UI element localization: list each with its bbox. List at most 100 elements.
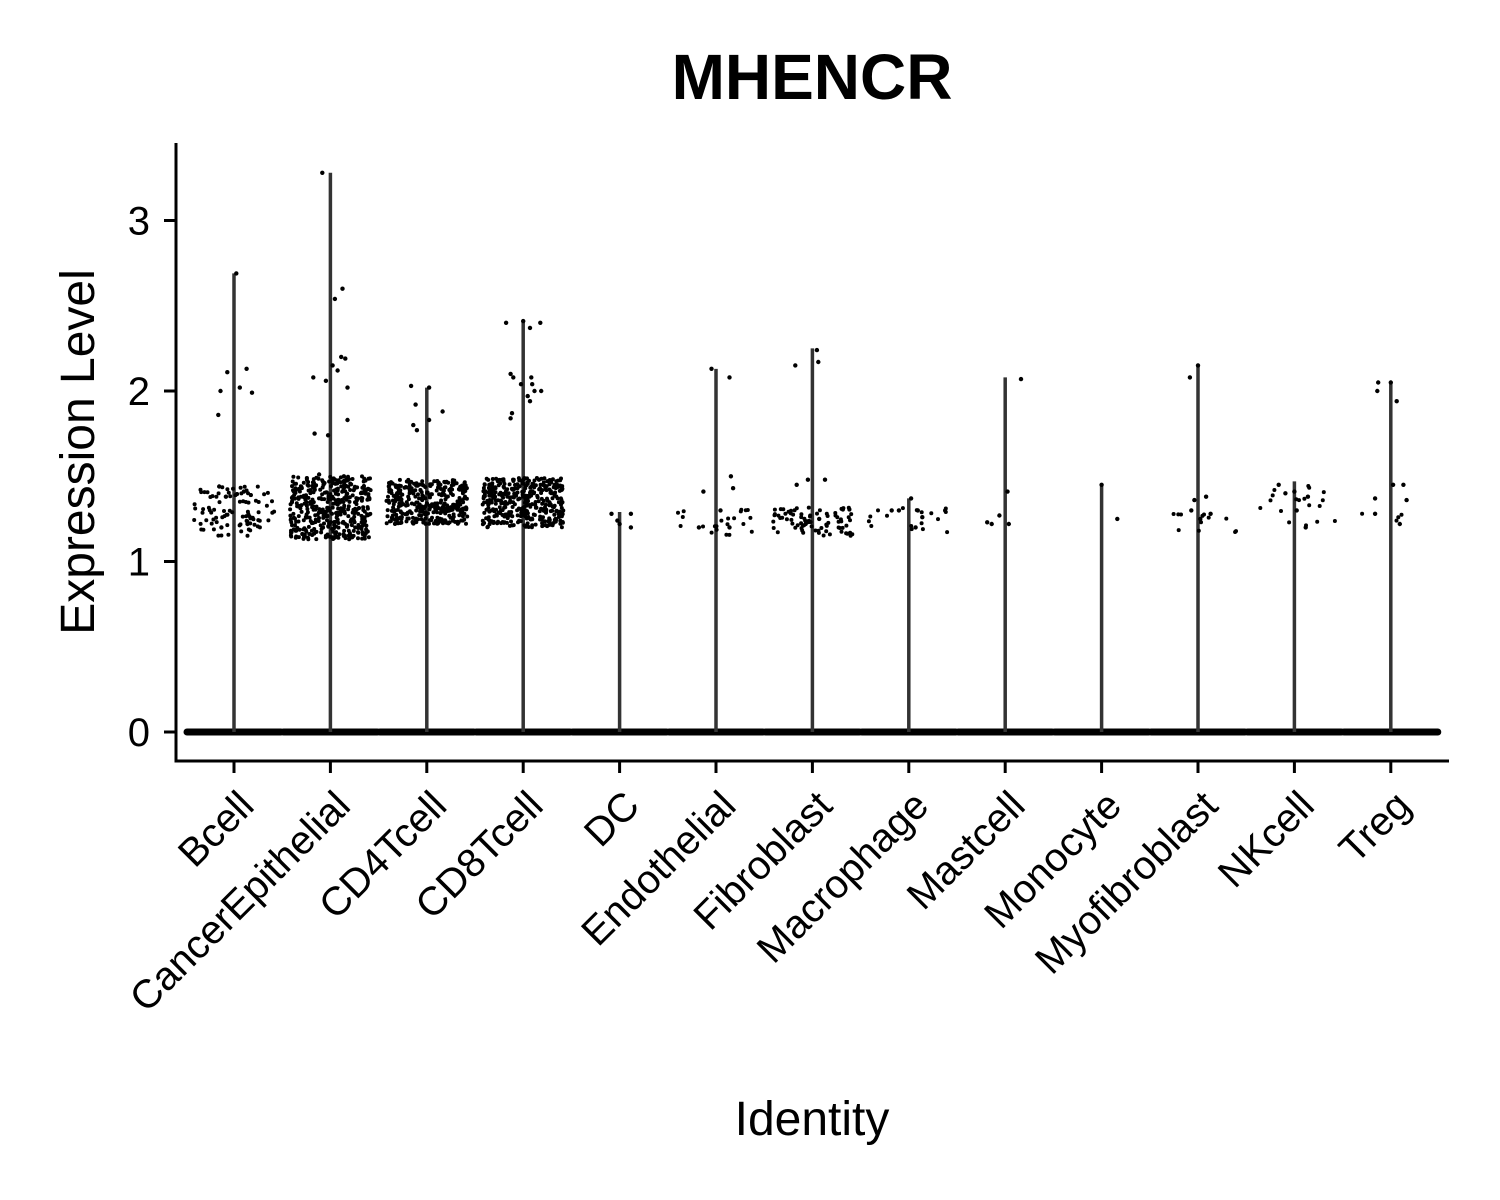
data-point (310, 484, 315, 488)
data-point (541, 498, 546, 503)
data-point (443, 497, 448, 502)
data-point (356, 530, 360, 535)
data-point (460, 514, 465, 519)
data-point (510, 505, 515, 509)
data-point (920, 527, 925, 532)
data-point (304, 514, 309, 519)
data-point (511, 375, 516, 380)
data-point (539, 517, 544, 522)
data-point (433, 508, 438, 513)
data-point (334, 524, 339, 529)
data-point (225, 487, 230, 492)
data-point (1404, 497, 1409, 503)
data-point (824, 529, 829, 534)
data-point (340, 286, 345, 291)
data-point (325, 500, 330, 504)
data-point (226, 490, 231, 495)
x-tick-label: NKcell (1210, 783, 1323, 896)
data-point (348, 519, 353, 524)
data-point (225, 370, 230, 375)
data-point (419, 517, 424, 522)
data-point (501, 484, 506, 489)
data-point (418, 488, 423, 493)
data-point (307, 515, 312, 520)
data-point (386, 499, 391, 504)
data-point (495, 521, 500, 526)
data-point (290, 484, 294, 489)
data-point (523, 524, 528, 529)
data-point (816, 528, 821, 533)
data-point (332, 501, 337, 506)
data-point (525, 511, 530, 516)
data-point (322, 521, 326, 526)
data-point (455, 502, 460, 507)
data-point (348, 533, 353, 538)
data-point (442, 520, 447, 525)
data-point (550, 496, 555, 501)
data-point (554, 508, 559, 513)
data-point (454, 481, 459, 486)
data-point (346, 528, 351, 533)
data-point (696, 525, 702, 530)
data-point (896, 508, 902, 513)
data-point (1307, 503, 1312, 508)
data-point (531, 481, 536, 486)
data-point (490, 477, 495, 481)
data-point (544, 484, 549, 489)
data-point (1388, 380, 1394, 385)
data-point (249, 390, 255, 395)
data-point (848, 530, 853, 535)
data-point (538, 482, 543, 487)
data-point (216, 412, 221, 418)
data-point (517, 518, 522, 523)
data-point (294, 481, 298, 486)
data-point (1270, 493, 1275, 498)
data-point (730, 486, 736, 491)
data-point (1206, 515, 1211, 520)
data-point (446, 521, 451, 526)
data-point (331, 529, 336, 534)
data-point (506, 512, 511, 517)
data-point (363, 531, 368, 536)
data-point (434, 488, 439, 493)
data-point (508, 416, 513, 421)
data-point (297, 503, 302, 508)
data-point (1203, 494, 1209, 499)
data-point (198, 521, 203, 526)
data-point (792, 508, 797, 513)
data-point (438, 482, 443, 487)
data-point (462, 485, 467, 490)
data-point (327, 522, 332, 527)
data-point (351, 533, 356, 538)
data-point (502, 520, 507, 525)
data-point (1396, 515, 1401, 520)
data-point (537, 509, 542, 514)
data-point (316, 510, 321, 515)
data-point (414, 428, 420, 433)
data-point (420, 509, 425, 514)
data-point (512, 502, 517, 507)
data-point (225, 523, 230, 528)
data-point (201, 507, 206, 512)
data-point (426, 385, 432, 390)
data-point (420, 482, 425, 487)
data-point (1283, 491, 1288, 496)
data-point (332, 477, 338, 482)
data-point (318, 487, 323, 492)
data-point (1372, 496, 1378, 501)
data-point (291, 511, 296, 516)
data-point (354, 498, 359, 503)
data-point (628, 511, 634, 516)
data-point (558, 483, 563, 488)
data-point (427, 521, 431, 526)
data-point (246, 512, 251, 516)
data-point (435, 501, 440, 506)
data-point (520, 506, 525, 510)
data-point (839, 529, 844, 534)
data-point (799, 515, 804, 520)
data-point (503, 320, 509, 325)
data-point (805, 477, 811, 482)
data-point (308, 501, 313, 506)
data-point (459, 508, 464, 513)
data-point (826, 520, 831, 525)
